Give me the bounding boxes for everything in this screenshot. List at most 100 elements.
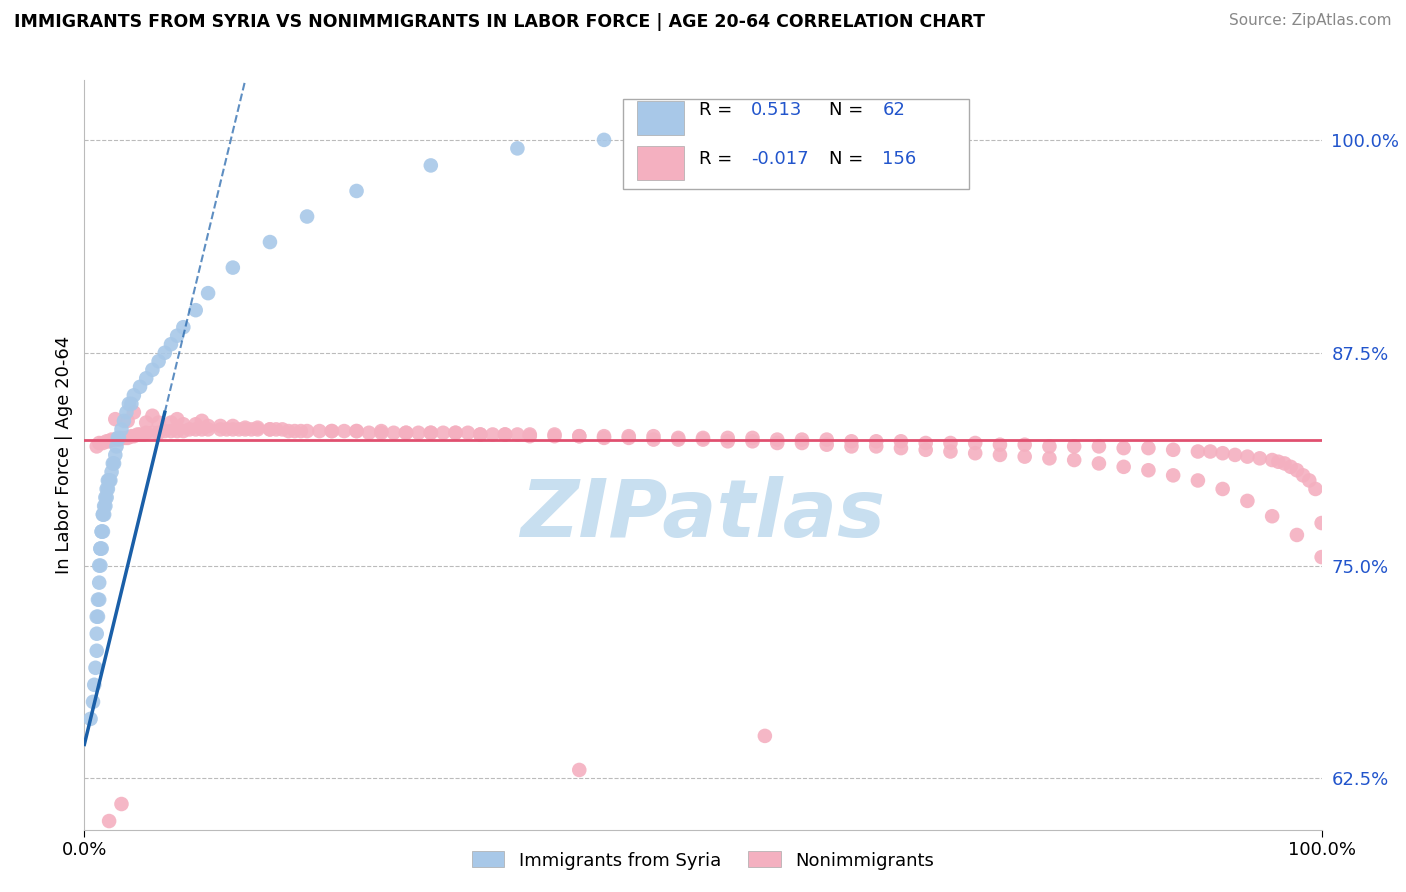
Point — [94, 491, 117, 505]
Point — [108, 431, 131, 445]
Point — [103, 457, 125, 471]
Point — [264, 422, 287, 436]
Point — [543, 427, 565, 442]
Point — [1261, 509, 1284, 524]
Point — [100, 433, 122, 447]
Point — [87, 592, 110, 607]
Point — [166, 424, 188, 438]
Point — [87, 609, 110, 624]
Point — [1063, 453, 1085, 467]
Point — [419, 425, 441, 440]
Point — [184, 422, 207, 436]
Point — [135, 371, 157, 385]
Point — [259, 422, 281, 436]
Point — [1274, 457, 1296, 471]
Point — [160, 424, 183, 438]
Point — [90, 541, 112, 556]
Point — [98, 474, 121, 488]
Point — [122, 405, 145, 419]
Point — [457, 425, 479, 440]
Point — [1285, 528, 1308, 542]
Point — [135, 425, 157, 440]
Point — [98, 434, 121, 449]
Point — [135, 416, 157, 430]
Point — [271, 422, 294, 436]
Point — [93, 508, 115, 522]
Point — [89, 558, 111, 573]
Text: R =: R = — [699, 150, 738, 168]
Legend: Immigrants from Syria, Nonimmigrants: Immigrants from Syria, Nonimmigrants — [465, 844, 941, 877]
Point — [1249, 451, 1271, 466]
Point — [470, 427, 492, 442]
Point — [290, 424, 312, 438]
Point — [865, 439, 887, 453]
Point — [117, 414, 139, 428]
Point — [1305, 482, 1327, 496]
Point — [494, 427, 516, 442]
Point — [89, 558, 111, 573]
Point — [1063, 439, 1085, 453]
Point — [790, 436, 813, 450]
Point — [1212, 446, 1234, 460]
Point — [470, 427, 492, 442]
Point — [148, 425, 170, 440]
Point — [333, 424, 356, 438]
Point — [179, 422, 201, 436]
Point — [191, 414, 214, 428]
Point — [98, 474, 121, 488]
Point — [1199, 444, 1222, 458]
Point — [101, 457, 124, 471]
Point — [1310, 516, 1333, 530]
Point — [965, 446, 987, 460]
Point — [1298, 474, 1320, 488]
Point — [91, 508, 114, 522]
Point — [90, 524, 112, 539]
Text: 62: 62 — [883, 102, 905, 120]
Point — [110, 797, 132, 811]
Point — [1187, 444, 1209, 458]
Point — [259, 235, 281, 249]
Point — [141, 363, 163, 377]
Point — [666, 433, 689, 447]
Bar — [637, 101, 685, 135]
Point — [1038, 439, 1060, 453]
Text: N =: N = — [830, 150, 869, 168]
Point — [86, 644, 108, 658]
Text: Source: ZipAtlas.com: Source: ZipAtlas.com — [1229, 13, 1392, 29]
Text: N =: N = — [830, 102, 869, 120]
Point — [197, 286, 219, 301]
Point — [717, 434, 740, 449]
Point — [96, 482, 118, 496]
Point — [89, 541, 111, 556]
Point — [519, 429, 541, 443]
Point — [666, 431, 689, 445]
Point — [1014, 438, 1036, 452]
Point — [240, 422, 263, 436]
Point — [93, 499, 115, 513]
Point — [104, 448, 127, 462]
Point — [965, 436, 987, 450]
Point — [89, 575, 111, 590]
Point — [115, 405, 138, 419]
Point — [148, 416, 170, 430]
Point — [209, 419, 232, 434]
Point — [233, 420, 256, 434]
Point — [89, 541, 111, 556]
Point — [988, 438, 1011, 452]
Point — [129, 380, 152, 394]
Point — [105, 439, 128, 453]
Point — [160, 337, 183, 351]
Point — [91, 524, 114, 539]
Point — [1236, 450, 1258, 464]
Point — [914, 436, 936, 450]
Point — [481, 427, 503, 442]
Point — [96, 434, 118, 449]
Point — [1223, 448, 1246, 462]
Y-axis label: In Labor Force | Age 20-64: In Labor Force | Age 20-64 — [55, 335, 73, 574]
Point — [1212, 482, 1234, 496]
Point — [1267, 455, 1289, 469]
Point — [82, 695, 104, 709]
Point — [308, 424, 330, 438]
Point — [184, 303, 207, 318]
Point — [841, 439, 863, 453]
